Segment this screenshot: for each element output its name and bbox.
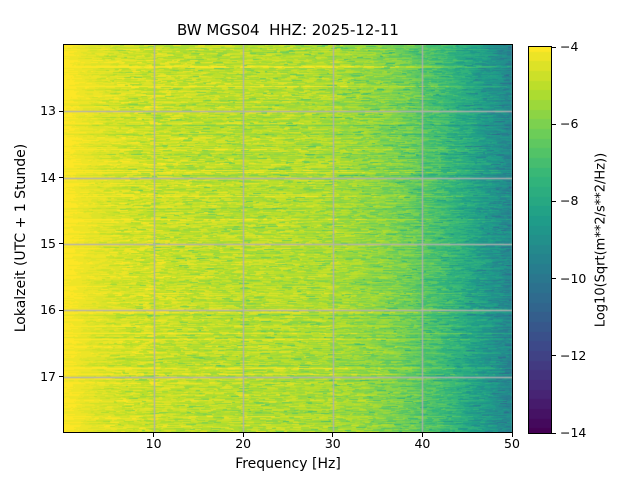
chart-title: BW MGS04 HHZ: 2025-12-11	[177, 21, 399, 39]
x-tick-30	[332, 433, 334, 437]
colorbar-tick-label--12: −12	[560, 347, 587, 363]
colorbar-tick--14	[552, 432, 556, 434]
x-tick-10	[153, 433, 155, 437]
colorbar-tick--6	[552, 123, 556, 125]
x-tick-label-10: 10	[145, 436, 162, 451]
x-tick-label-50: 50	[504, 436, 520, 451]
y-tick-16	[59, 309, 63, 311]
x-tick-20	[242, 433, 244, 437]
y-tick-label-16: 16	[40, 302, 56, 318]
y-tick-15	[59, 243, 63, 245]
colorbar-tick-label--14: −14	[560, 424, 587, 440]
colorbar-tick--12	[552, 355, 556, 357]
y-tick-label-15: 15	[40, 235, 56, 251]
x-axis-label: Frequency [Hz]	[235, 456, 341, 472]
x-tick-40	[421, 433, 423, 437]
colorbar-tick--10	[552, 278, 556, 280]
y-tick-label-14: 14	[40, 169, 56, 185]
colorbar-tick-label--6: −6	[560, 115, 579, 131]
spectrogram-image	[64, 45, 512, 432]
y-tick-label-17: 17	[40, 368, 56, 384]
x-tick-label-30: 30	[324, 436, 341, 451]
y-tick-label-13: 13	[40, 103, 56, 119]
x-tick-label-40: 40	[414, 436, 431, 451]
x-tick-50	[511, 433, 513, 437]
x-tick-label-20: 20	[235, 436, 252, 451]
colorbar-tick--8	[552, 200, 556, 202]
y-tick-17	[59, 376, 63, 378]
colorbar-tick-label--8: −8	[560, 193, 579, 209]
colorbar-tick-label--4: −4	[560, 38, 579, 54]
colorbar-tick-label--10: −10	[560, 270, 587, 286]
y-tick-14	[59, 177, 63, 179]
y-tick-13	[59, 110, 63, 112]
colorbar-gradient	[529, 47, 551, 433]
colorbar-tick--4	[552, 46, 556, 48]
colorbar-label: Log10(Sqrt(m**2/s**2/Hz))	[593, 152, 609, 328]
